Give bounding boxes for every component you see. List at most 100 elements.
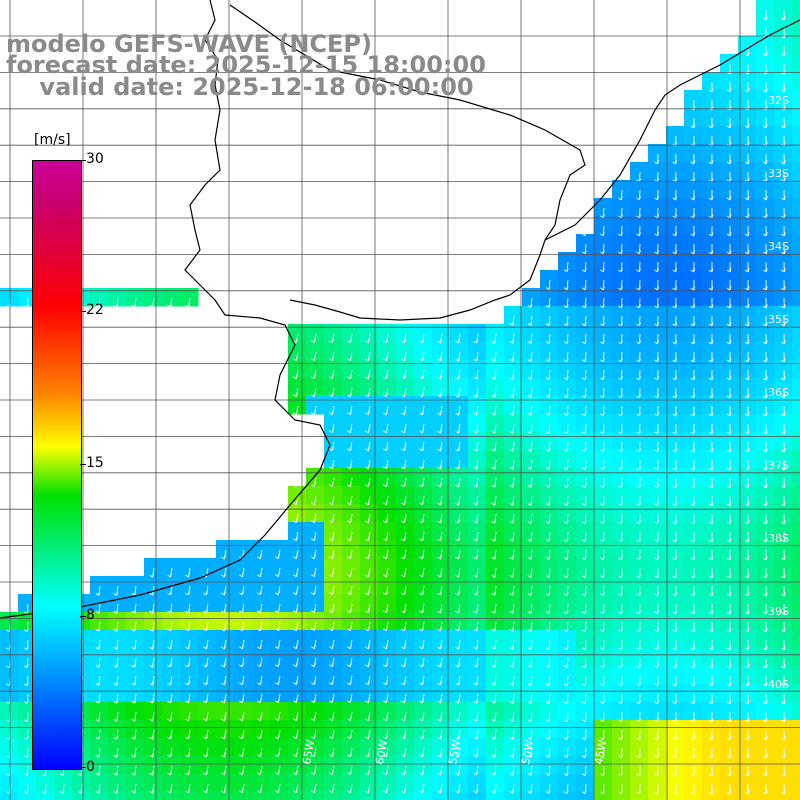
wind-vector	[618, 459, 623, 471]
wind-speed-cell	[702, 666, 721, 685]
wind-speed-cell	[306, 612, 325, 631]
wind-speed-cell	[738, 540, 757, 559]
wind-speed-cell	[648, 432, 667, 451]
wind-vector	[527, 621, 533, 632]
wind-speed-cell	[270, 756, 289, 775]
wind-vector	[563, 639, 569, 650]
wind-speed-cell	[684, 126, 703, 145]
wind-speed-cell	[576, 234, 595, 253]
wind-speed-cell	[126, 756, 145, 775]
wind-vector	[131, 585, 137, 596]
wind-speed-cell	[234, 648, 253, 667]
wind-speed-cell	[558, 306, 577, 325]
wind-speed-cell	[414, 648, 433, 667]
wind-speed-cell	[414, 720, 433, 739]
wind-vector	[581, 513, 587, 525]
wind-speed-cell	[18, 630, 37, 649]
wind-speed-cell	[126, 720, 145, 739]
wind-vector	[383, 477, 389, 488]
wind-vector	[113, 729, 119, 740]
wind-speed-cell	[720, 234, 739, 253]
wind-vector	[401, 441, 407, 452]
wind-speed-cell	[360, 630, 379, 649]
wind-vector	[780, 747, 786, 759]
wind-vector	[383, 711, 389, 722]
wind-vector	[780, 117, 786, 129]
wind-speed-cell	[450, 774, 469, 793]
wind-speed-cell	[648, 576, 667, 595]
wind-vector	[618, 747, 623, 759]
wind-vector	[708, 567, 714, 579]
wind-vector	[545, 297, 551, 308]
wind-speed-cell	[144, 720, 163, 739]
wind-vector	[257, 675, 263, 686]
wind-vector	[690, 711, 696, 723]
wind-speed-cell	[432, 630, 451, 649]
wind-vector	[636, 603, 641, 615]
wind-vector	[527, 657, 533, 668]
wind-speed-cell	[720, 792, 739, 800]
wind-vector	[527, 765, 533, 776]
wind-vector	[726, 765, 732, 777]
wind-vector	[185, 585, 191, 596]
wind-speed-cell	[720, 468, 739, 487]
wind-vector	[239, 603, 245, 614]
wind-speed-cell	[90, 666, 109, 685]
wind-vector	[563, 351, 569, 362]
wind-speed-cell	[144, 612, 163, 631]
wind-vector	[708, 747, 714, 759]
wind-speed-cell	[486, 756, 505, 775]
wind-vector	[365, 603, 371, 614]
wind-vector	[437, 387, 443, 398]
wind-speed-cell	[756, 72, 775, 91]
wind-speed-cell	[738, 486, 757, 505]
wind-speed-cell	[504, 576, 523, 595]
wind-vector	[419, 603, 425, 614]
wind-vector	[311, 585, 317, 596]
wind-speed-cell	[576, 450, 595, 469]
wind-speed-cell	[702, 180, 721, 199]
wind-vector	[455, 369, 461, 380]
wind-speed-cell	[162, 594, 181, 613]
wind-vector	[708, 423, 714, 435]
wind-vector	[167, 657, 173, 668]
wind-speed-cell	[306, 396, 325, 415]
wind-speed-cell	[738, 54, 757, 73]
wind-vector	[293, 675, 299, 686]
wind-speed-cell	[720, 342, 739, 361]
wind-speed-cell	[540, 396, 559, 415]
wind-speed-cell	[504, 378, 523, 397]
wind-speed-cell	[270, 684, 289, 703]
wind-speed-cell	[576, 738, 595, 757]
wind-speed-cell	[324, 522, 343, 541]
wind-speed-cell	[756, 792, 775, 800]
latitude-label: 34S	[768, 240, 789, 253]
wind-speed-cell	[360, 342, 379, 361]
wind-speed-cell	[414, 630, 433, 649]
wind-vector	[599, 513, 605, 525]
wind-vector	[113, 621, 119, 632]
wind-speed-cell	[648, 540, 667, 559]
wind-speed-cell	[684, 486, 703, 505]
wind-vector	[419, 729, 425, 740]
wind-vector	[437, 351, 443, 362]
wind-speed-cell	[630, 450, 649, 469]
wind-speed-cell	[666, 504, 685, 523]
wind-speed-cell	[450, 396, 469, 415]
wind-vector	[563, 675, 569, 686]
wind-vector	[726, 225, 732, 237]
wind-vector	[221, 567, 227, 578]
wind-vector	[672, 495, 678, 507]
wind-speed-cell	[594, 792, 613, 800]
wind-speed-cell	[630, 378, 649, 397]
wind-vector	[113, 657, 119, 668]
wind-speed-cell	[648, 486, 667, 505]
wind-vector	[239, 747, 245, 758]
wind-speed-cell	[666, 684, 685, 703]
wind-vector	[419, 567, 425, 578]
wind-vector	[401, 549, 407, 560]
wind-vector	[599, 225, 605, 237]
wind-vector	[599, 315, 605, 327]
wind-speed-cell	[378, 648, 397, 667]
wind-speed-cell	[594, 324, 613, 343]
